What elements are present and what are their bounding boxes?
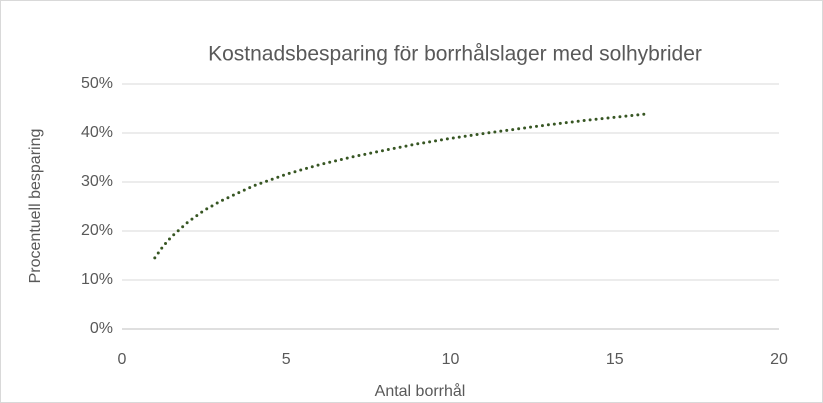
- x-tick-label: 0: [118, 351, 127, 368]
- y-tick-label: 10%: [81, 271, 113, 288]
- x-tick-label: 5: [282, 351, 291, 368]
- trend-line: [153, 112, 650, 260]
- y-axis-title: Procentuell besparing: [27, 129, 44, 284]
- x-tick-label: 20: [770, 351, 788, 368]
- y-tick-label: 0%: [90, 320, 113, 337]
- x-tick-label: 15: [606, 351, 624, 368]
- x-axis-title: Antal borrhål: [375, 382, 466, 400]
- chart-title: Kostnadsbesparing för borrhålslager med …: [208, 43, 702, 66]
- x-tick-label: 10: [442, 351, 460, 368]
- y-tick-label: 50%: [81, 75, 113, 92]
- y-tick-label: 20%: [81, 222, 113, 239]
- y-tick-label: 40%: [81, 124, 113, 141]
- y-tick-label: 30%: [81, 173, 113, 190]
